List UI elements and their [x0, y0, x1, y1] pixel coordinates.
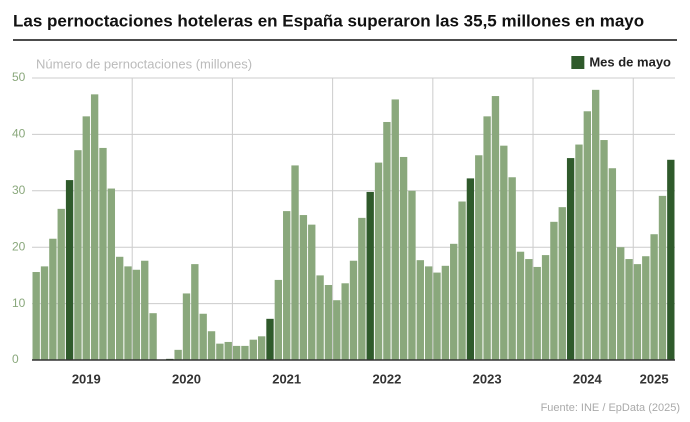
- y-tick-label: 10: [12, 296, 26, 310]
- bar: [90, 94, 99, 360]
- bar: [667, 159, 675, 360]
- bar: [558, 207, 566, 360]
- bar: [583, 111, 591, 360]
- bar: [366, 191, 374, 360]
- bar: [316, 275, 324, 360]
- bar: [65, 180, 74, 360]
- bar: [383, 121, 391, 360]
- bar: [441, 265, 450, 360]
- bar: [224, 341, 232, 360]
- bar: [107, 188, 116, 360]
- bar: [216, 343, 224, 360]
- bar: [274, 279, 283, 360]
- bar: [500, 145, 508, 360]
- bar: [491, 96, 500, 360]
- bar: [416, 260, 424, 360]
- bar: [458, 201, 466, 360]
- bar: [541, 255, 550, 360]
- bar: [633, 264, 642, 360]
- bar: [74, 150, 82, 360]
- bar: [374, 162, 383, 360]
- source: Fuente: INE / EpData (2025): [541, 402, 680, 414]
- y-tick-label: 30: [12, 183, 26, 197]
- bar: [591, 89, 600, 361]
- bar: [132, 269, 141, 360]
- bar: [266, 318, 274, 360]
- bar: [516, 251, 525, 360]
- bar: [642, 256, 650, 360]
- bar: [650, 234, 658, 360]
- bar: [57, 208, 65, 360]
- x-tick-label: 2020: [172, 371, 201, 386]
- bar: [525, 259, 533, 360]
- bar: [40, 266, 49, 360]
- bar: [575, 144, 583, 360]
- y-tick-label: 40: [12, 127, 26, 141]
- bar: [408, 190, 416, 360]
- bar: [149, 313, 157, 360]
- bar: [450, 243, 458, 360]
- bar: [324, 284, 333, 360]
- bar: [608, 168, 617, 360]
- bar: [658, 195, 667, 360]
- x-tick-label: 2019: [72, 371, 101, 386]
- bar: [299, 215, 308, 360]
- bar: [600, 140, 608, 360]
- bar: [391, 99, 399, 360]
- y-tick-label: 20: [12, 239, 26, 253]
- bar: [174, 349, 182, 360]
- bar: [433, 272, 441, 360]
- bar: [283, 211, 291, 360]
- bar: [533, 266, 541, 360]
- bar: [191, 264, 199, 360]
- bar: [625, 259, 633, 360]
- y-tick-label: 0: [12, 352, 19, 366]
- bar: [483, 116, 491, 361]
- bar: [475, 155, 483, 360]
- x-tick-label: 2025: [640, 371, 669, 386]
- bar: [232, 345, 241, 360]
- bar: [358, 217, 366, 360]
- bar: [182, 293, 191, 360]
- x-tick-label: 2021: [272, 371, 301, 386]
- bar: [141, 260, 149, 360]
- legend-label: Mes de mayo: [589, 54, 671, 69]
- y-axis-label: Número de pernoctaciones (millones): [36, 56, 252, 71]
- legend-swatch: [571, 56, 585, 69]
- bar: [249, 339, 257, 360]
- bar: [333, 300, 341, 360]
- bar: [241, 345, 249, 360]
- x-tick-label: 2023: [473, 371, 502, 386]
- bar: [199, 313, 207, 360]
- bar: [466, 178, 475, 360]
- bar: [116, 256, 124, 360]
- chart-title: Las pernoctaciones hoteleras en España s…: [13, 11, 644, 30]
- bar: [399, 156, 408, 360]
- bar: [617, 247, 625, 360]
- bar: [49, 238, 57, 360]
- bar: [99, 147, 107, 360]
- bar: [124, 266, 132, 360]
- bar: [308, 224, 316, 360]
- bar: [32, 272, 40, 360]
- bar: [550, 221, 558, 360]
- bar: [291, 165, 299, 360]
- bar: [341, 283, 349, 360]
- bar: [424, 266, 433, 360]
- bar: [82, 116, 90, 361]
- bar: [207, 331, 216, 360]
- bar: [349, 260, 358, 360]
- bar: [566, 158, 575, 360]
- y-tick-label: 50: [12, 70, 26, 84]
- x-tick-label: 2024: [573, 371, 603, 386]
- bar: [257, 336, 266, 360]
- x-tick-label: 2022: [372, 371, 401, 386]
- bar: [508, 177, 516, 360]
